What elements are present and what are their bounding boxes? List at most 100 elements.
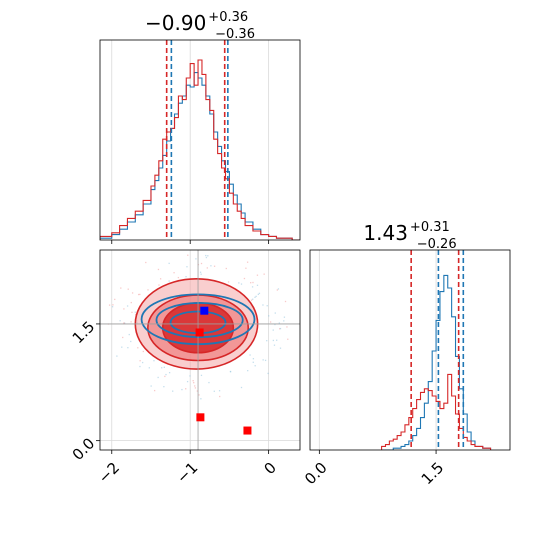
joint-sample-dot [240,386,243,389]
joint-sample-dot [120,287,122,289]
joint-sample-dot [210,265,212,267]
joint-sample-dot [194,385,196,387]
joint-sample-dot [262,359,264,361]
joint-ytick-label-0: 0.0 [69,434,99,464]
joint-sample-dot [142,350,144,353]
joint-ytick-label-1: 1.5 [69,318,99,348]
joint-sample-dot [205,254,207,257]
joint-sample-dot [245,267,247,269]
joint-sample-dot [168,280,170,282]
hist2-tick-label-1: 1.5 [418,459,448,489]
joint-sample-dot [240,283,243,285]
joint-sample-dot [139,293,141,296]
joint-sample-dot [267,372,269,375]
joint-xtick-label-0: −2 [95,459,123,487]
joint-sample-dot [131,311,133,314]
joint-sample-dot [186,266,188,268]
joint-sample-dot [227,281,230,283]
joint-marker-0 [200,306,209,315]
joint-sample-dot [287,338,289,340]
joint-sample-dot [192,380,194,382]
joint-sample-dot [276,289,278,291]
joint-sample-dot [272,329,274,331]
joint-sample-dot [150,385,152,387]
joint-sample-dot [157,268,160,271]
joint-sample-dot [252,281,254,284]
hist2-series-1-step [381,373,492,450]
joint-sample-dot [185,276,187,278]
joint-sample-dot [250,282,252,284]
joint-sample-dot [128,333,130,336]
joint-xtick-label-2: 0 [260,459,279,478]
joint-sample-dot [195,258,197,260]
joint-sample-dot [127,288,129,290]
panel-hist-param2: 0.0 1.5 1.43 +0.31 −0.26 [301,220,511,488]
joint-sample-dot [246,261,249,263]
joint-sample-dot [168,371,171,374]
joint-sample-dot [258,292,261,295]
joint-sample-dot [276,339,278,341]
hist1-series-0-step [100,72,300,240]
joint-sample-dot [208,381,210,384]
joint-marker-1 [195,328,204,337]
panel-joint: −2 −1 0 0.0 1.5 [69,249,301,487]
hist2-frame [309,249,511,451]
joint-sample-dot [187,254,189,256]
hist2-gridlines [318,250,437,450]
joint-sample-dot [163,386,165,388]
joint-sample-dot [193,382,195,384]
joint-sample-dot [243,277,246,280]
joint-sample-dot [112,304,114,306]
joint-sample-dot [218,390,221,392]
joint-sample-dot [168,262,170,265]
joint-sample-dot [181,388,183,391]
joint-sample-dot [286,326,288,328]
param2-title-sup: +0.31 [410,220,450,235]
joint-sample-dot [200,374,203,377]
joint-sample-dot [172,390,174,392]
param1-title: −0.90 +0.36 −0.36 [145,10,255,42]
hist1-frame [99,39,301,241]
joint-sample-dot [205,256,208,259]
hist1-ticks [111,240,270,244]
joint-sample-dot [213,265,216,267]
joint-sample-dot [173,272,175,274]
joint-sample-dot [206,267,208,269]
joint-sample-dot [200,398,202,400]
hist1-series [100,59,300,240]
joint-sample-dot [139,360,141,362]
joint-sample-dot [268,315,270,317]
joint-sample-dot [185,388,187,390]
joint-sample-dot [273,344,276,346]
joint-sample-dot [177,276,180,279]
joint-sample-dot [256,274,259,276]
joint-sample-dot [124,322,126,324]
joint-sample-dot [284,300,287,303]
joint-sample-dot [194,387,197,389]
joint-sample-dot [130,301,132,304]
joint-sample-dot [283,316,286,318]
joint-sample-dot [279,328,281,330]
hist2-ticks: 0.0 1.5 [301,450,447,488]
hist1-series-1-step [100,59,300,240]
joint-sample-dot [250,299,253,301]
hist2-quantile-lines [410,250,465,450]
joint-sample-dot [147,289,149,291]
hist2-series [381,274,492,450]
joint-sample-dot [283,320,285,322]
joint-sample-dot [139,365,141,368]
joint-blue-contour-1 [155,302,244,339]
joint-sample-dot [141,361,144,364]
joint-sample-dot [164,375,166,378]
joint-sample-dot [122,336,124,339]
joint-markers [195,306,252,435]
joint-sample-dot [247,369,249,372]
joint-sample-dot [137,293,140,296]
joint-sample-dot [278,322,280,324]
joint-sample-dot [137,347,139,349]
joint-sample-dot [158,284,160,286]
param2-title-base: 1.43 [363,221,408,245]
joint-sample-dot [274,323,276,326]
joint-marker-3 [243,426,252,435]
joint-sample-dot [123,322,125,325]
